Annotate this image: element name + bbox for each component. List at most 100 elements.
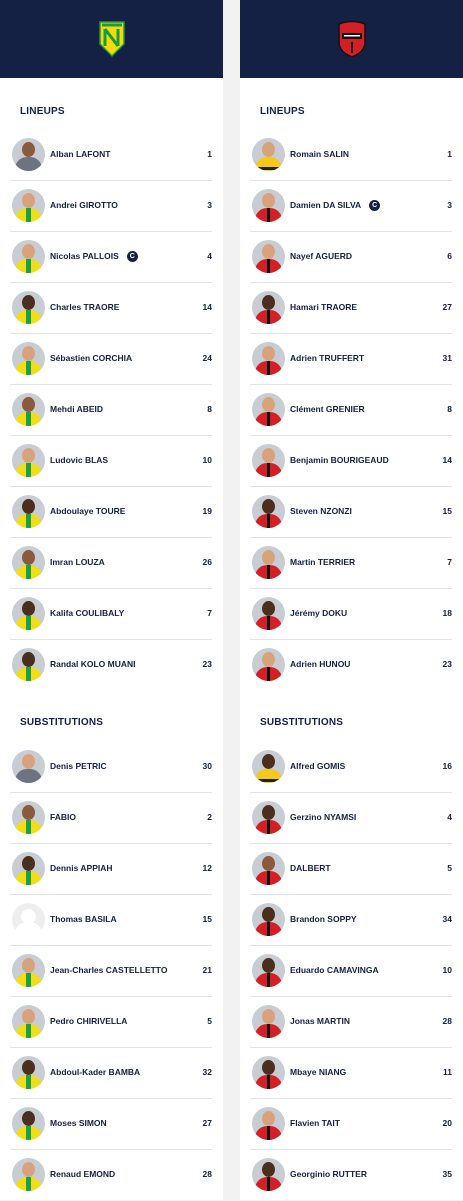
player-row[interactable]: Jean-Charles CASTELLETTO 21 bbox=[10, 946, 212, 997]
player-avatar bbox=[252, 903, 285, 936]
player-row[interactable]: Jérémy DOKU 18 bbox=[250, 589, 452, 640]
player-name[interactable]: Brandon SOPPY bbox=[290, 914, 357, 924]
player-row[interactable]: Adrien TRUFFERT 31 bbox=[250, 334, 452, 385]
player-name[interactable]: Damien DA SILVA C bbox=[290, 200, 381, 212]
player-row[interactable]: Brandon SOPPY 34 bbox=[250, 895, 452, 946]
player-name[interactable]: Romain SALIN bbox=[290, 149, 349, 159]
player-row[interactable]: Clément GRENIER 8 bbox=[250, 385, 452, 436]
player-name[interactable]: Mbaye NIANG bbox=[290, 1067, 346, 1077]
player-name[interactable]: Kalifa COULIBALY bbox=[50, 608, 124, 618]
player-row[interactable]: Alfred GOMIS 16 bbox=[250, 742, 452, 793]
player-name[interactable]: Ludovic BLAS bbox=[50, 455, 108, 465]
player-row[interactable]: Martin TERRIER 7 bbox=[250, 538, 452, 589]
fc-nantes-crest-icon[interactable] bbox=[97, 20, 127, 58]
player-avatar-head bbox=[262, 652, 275, 667]
player-name[interactable]: Imran LOUZA bbox=[50, 557, 105, 567]
player-name[interactable]: Eduardo CAMAVINGA bbox=[290, 965, 379, 975]
player-row[interactable]: FABIO 2 bbox=[10, 793, 212, 844]
player-name[interactable]: Andrei GIROTTO bbox=[50, 200, 118, 210]
player-row[interactable]: Pedro CHIRIVELLA 5 bbox=[10, 997, 212, 1048]
player-row[interactable]: Jonas MARTIN 28 bbox=[250, 997, 452, 1048]
player-name[interactable]: Pedro CHIRIVELLA bbox=[50, 1016, 127, 1026]
player-row[interactable]: Adrien HUNOU 23 bbox=[250, 640, 452, 691]
player-name[interactable]: Steven NZONZI bbox=[290, 506, 352, 516]
player-row[interactable]: Benjamin BOURIGEAUD 14 bbox=[250, 436, 452, 487]
player-row[interactable]: Flavien TAIT 20 bbox=[250, 1099, 452, 1150]
player-row[interactable]: Romain SALIN 1 bbox=[250, 130, 452, 181]
player-name[interactable]: Denis PETRIC bbox=[50, 761, 107, 771]
player-name[interactable]: FABIO bbox=[50, 812, 76, 822]
player-avatar-kit bbox=[15, 514, 42, 528]
player-name[interactable]: Jonas MARTIN bbox=[290, 1016, 350, 1026]
stade-rennais-crest-icon[interactable] bbox=[337, 20, 367, 58]
player-avatar bbox=[12, 1056, 45, 1089]
player-row[interactable]: Mbaye NIANG 11 bbox=[250, 1048, 452, 1099]
player-name[interactable]: Charles TRAORE bbox=[50, 302, 119, 312]
player-row[interactable]: Georginio RUTTER 35 bbox=[250, 1150, 452, 1201]
player-name[interactable]: Gerzino NYAMSI bbox=[290, 812, 356, 822]
player-name[interactable]: Nayef AGUERD bbox=[290, 251, 352, 261]
player-name[interactable]: Benjamin BOURIGEAUD bbox=[290, 455, 389, 465]
player-name[interactable]: Moses SIMON bbox=[50, 1118, 107, 1128]
player-name[interactable]: Dennis APPIAH bbox=[50, 863, 113, 873]
player-row[interactable]: Abdoul-Kader BAMBA 32 bbox=[10, 1048, 212, 1099]
player-row[interactable]: Renaud EMOND 28 bbox=[10, 1150, 212, 1201]
player-name-text: Brandon SOPPY bbox=[290, 914, 357, 924]
player-name[interactable]: Abdoul-Kader BAMBA bbox=[50, 1067, 140, 1077]
player-name[interactable]: Nicolas PALLOIS C bbox=[50, 251, 138, 263]
player-row[interactable]: Denis PETRIC 30 bbox=[10, 742, 212, 793]
player-name-text: Adrien HUNOU bbox=[290, 659, 351, 669]
player-name[interactable]: Georginio RUTTER bbox=[290, 1169, 367, 1179]
player-name[interactable]: Renaud EMOND bbox=[50, 1169, 115, 1179]
player-row[interactable]: Andrei GIROTTO 3 bbox=[10, 181, 212, 232]
player-name[interactable]: Adrien HUNOU bbox=[290, 659, 350, 669]
player-name[interactable]: Alfred GOMIS bbox=[290, 761, 345, 771]
player-name-text: Romain SALIN bbox=[290, 149, 350, 159]
player-name[interactable]: Hamari TRAORE bbox=[290, 302, 357, 312]
player-name[interactable]: Adrien TRUFFERT bbox=[290, 353, 364, 363]
player-name[interactable]: Thomas BASILA bbox=[50, 914, 117, 924]
player-row[interactable]: Alban LAFONT 1 bbox=[10, 130, 212, 181]
player-row[interactable]: Damien DA SILVA C 3 bbox=[250, 181, 452, 232]
player-avatar-kit bbox=[255, 769, 282, 783]
player-name[interactable]: Jean-Charles CASTELLETTO bbox=[50, 965, 167, 975]
player-row[interactable]: Sébastien CORCHIA 24 bbox=[10, 334, 212, 385]
player-name[interactable]: Martin TERRIER bbox=[290, 557, 355, 567]
player-row[interactable]: Dennis APPIAH 12 bbox=[10, 844, 212, 895]
player-name[interactable]: Mehdi ABEID bbox=[50, 404, 103, 414]
player-row[interactable]: Ludovic BLAS 10 bbox=[10, 436, 212, 487]
player-avatar-head bbox=[262, 346, 275, 361]
player-name-text: Ludovic BLAS bbox=[50, 455, 109, 465]
away-lineups-title: LINEUPS bbox=[260, 106, 305, 117]
player-avatar bbox=[12, 495, 45, 528]
player-row[interactable]: Moses SIMON 27 bbox=[10, 1099, 212, 1150]
player-row[interactable]: Abdoulaye TOURE 19 bbox=[10, 487, 212, 538]
player-row[interactable]: Steven NZONZI 15 bbox=[250, 487, 452, 538]
player-row[interactable]: Thomas BASILA 15 bbox=[10, 895, 212, 946]
player-avatar bbox=[252, 342, 285, 375]
player-name[interactable]: Sébastien CORCHIA bbox=[50, 353, 132, 363]
player-row[interactable]: Charles TRAORE 14 bbox=[10, 283, 212, 334]
player-name[interactable]: Randal KOLO MUANI bbox=[50, 659, 135, 669]
player-name[interactable]: DALBERT bbox=[290, 863, 331, 873]
player-name[interactable]: Abdoulaye TOURE bbox=[50, 506, 125, 516]
player-row[interactable]: DALBERT 5 bbox=[250, 844, 452, 895]
player-row[interactable]: Kalifa COULIBALY 7 bbox=[10, 589, 212, 640]
player-row[interactable]: Imran LOUZA 26 bbox=[10, 538, 212, 589]
player-name[interactable]: Flavien TAIT bbox=[290, 1118, 340, 1128]
player-name[interactable]: Clément GRENIER bbox=[290, 404, 365, 414]
player-row[interactable]: Mehdi ABEID 8 bbox=[10, 385, 212, 436]
player-avatar-kit bbox=[15, 1024, 42, 1038]
player-avatar-kit bbox=[15, 259, 42, 273]
player-row[interactable]: Eduardo CAMAVINGA 10 bbox=[250, 946, 452, 997]
player-row[interactable]: Randal KOLO MUANI 23 bbox=[10, 640, 212, 691]
player-row[interactable]: Gerzino NYAMSI 4 bbox=[250, 793, 452, 844]
player-name[interactable]: Alban LAFONT bbox=[50, 149, 110, 159]
player-avatar-head bbox=[21, 909, 36, 924]
player-row[interactable]: Nayef AGUERD 6 bbox=[250, 232, 452, 283]
player-row[interactable]: Hamari TRAORE 27 bbox=[250, 283, 452, 334]
player-avatar bbox=[12, 597, 45, 630]
player-row[interactable]: Nicolas PALLOIS C 4 bbox=[10, 232, 212, 283]
player-name[interactable]: Jérémy DOKU bbox=[290, 608, 347, 618]
player-name-text: Nayef AGUERD bbox=[290, 251, 353, 261]
